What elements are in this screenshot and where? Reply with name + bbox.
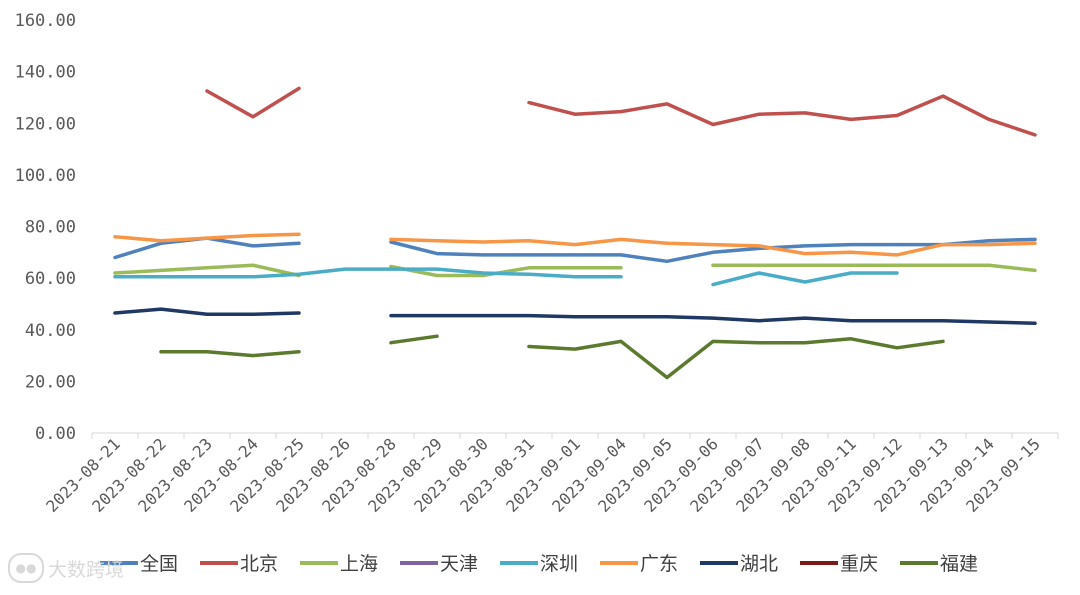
- series-line-深圳: [113, 267, 623, 279]
- watermark-text: 大数跨境: [48, 558, 125, 581]
- legend-label: 深圳: [540, 553, 578, 575]
- y-tick-label: 100.00: [15, 166, 76, 186]
- series-line-福建: [527, 337, 945, 380]
- series-line-广东: [389, 237, 1037, 257]
- y-tick-label: 0.00: [35, 424, 76, 444]
- legend-label: 天津: [440, 553, 478, 575]
- watermark: ●● 大数跨境: [8, 553, 124, 583]
- series-line-上海: [113, 263, 301, 278]
- series-line-上海: [389, 264, 623, 278]
- y-tick-label: 60.00: [25, 269, 76, 289]
- legend-label: 北京: [240, 553, 278, 575]
- y-tick-label: 40.00: [25, 321, 76, 341]
- legend-label: 福建: [940, 553, 978, 575]
- series-line-深圳: [711, 271, 899, 287]
- legend-label: 重庆: [840, 553, 878, 575]
- series-line-北京: [205, 86, 301, 119]
- y-tick-label: 120.00: [15, 114, 76, 134]
- speech-bubble-icon: ●●: [8, 553, 44, 583]
- series-line-湖北: [389, 313, 1037, 326]
- series-line-广东: [113, 232, 301, 243]
- y-tick-label: 80.00: [25, 218, 76, 238]
- legend-label: 广东: [640, 553, 678, 575]
- y-axis-ticks: 0.00 20.00 40.00 60.00 80.00 100.00 120.00 140.…: [15, 11, 76, 444]
- legend-label: 上海: [340, 553, 378, 575]
- legend: 全国 北京 上海 天津 深圳 广东 湖北 重庆 福建: [100, 553, 978, 575]
- y-tick-label: 140.00: [15, 63, 76, 83]
- series-lines: [113, 86, 1037, 380]
- series-line-湖北: [113, 307, 301, 317]
- series-line-福建: [389, 334, 439, 345]
- legend-label: 全国: [140, 553, 178, 575]
- series-line-上海: [711, 263, 1037, 273]
- legend-label: 湖北: [740, 553, 778, 575]
- series-line-北京: [527, 94, 1037, 137]
- series-line-全国: [389, 237, 1037, 264]
- series-line-全国: [113, 236, 301, 260]
- y-tick-label: 160.00: [15, 11, 76, 31]
- series-line-福建: [159, 349, 301, 358]
- x-axis: 2023-08-212023-08-222023-08-232023-08-24…: [42, 432, 1059, 516]
- y-tick-label: 20.00: [25, 372, 76, 392]
